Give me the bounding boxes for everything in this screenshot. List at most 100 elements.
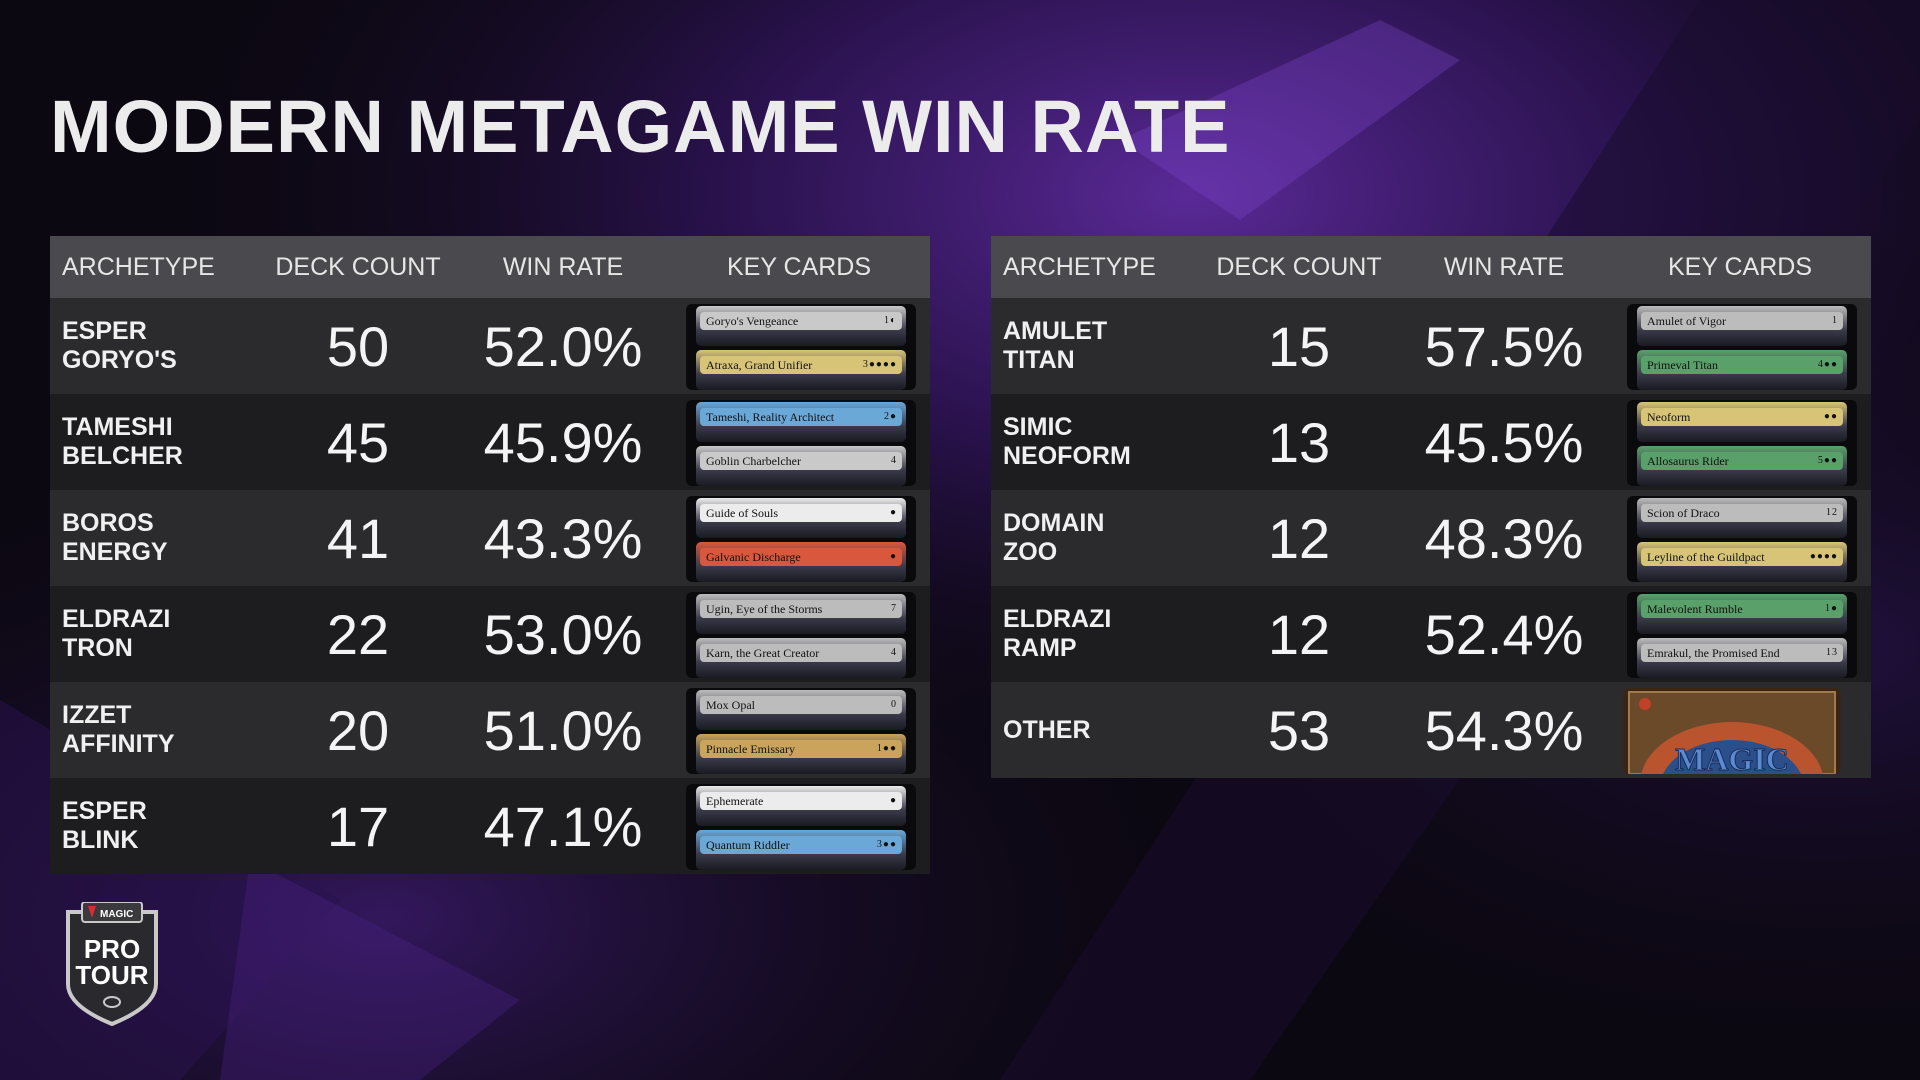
key-card: Guide of Souls ● (696, 498, 906, 538)
key-card: Allosaurus Rider 5●● (1637, 446, 1847, 486)
deck-count-value: 53 (1267, 698, 1331, 762)
mana-cost: 4 (891, 647, 897, 658)
card-name: Goryo's Vengeance (706, 314, 799, 328)
archetype-name-line1: OTHER (1003, 715, 1091, 744)
deck-count-value: 15 (1267, 314, 1331, 378)
win-rate-value: 57.5% (1424, 314, 1584, 378)
archetype-name-line2: BELCHER (62, 442, 183, 470)
table-row: SIMIC NEOFORM 13 45.5% Neoform ●● Allosaurus R… (991, 394, 1871, 490)
magic-card-back-image: MAGIC (1623, 688, 1841, 774)
card-name: Tameshi, Reality Architect (706, 410, 835, 424)
card-name: Quantum Riddler (706, 838, 790, 852)
archetype-name-line2: TRON (62, 634, 133, 662)
card-name-bar: Goryo's Vengeance 1◐ (700, 312, 902, 330)
key-cards-cell: Goryo's Vengeance 1◐ Atraxa, Grand Unifier… (668, 298, 930, 394)
card-name: Malevolent Rumble (1647, 602, 1743, 616)
card-name: Ugin, Eye of the Storms (706, 602, 823, 616)
archetype-name-line2: AFFINITY (62, 730, 175, 758)
win-rate-value: 43.3% (483, 506, 643, 570)
deck-count-value: 45 (326, 410, 390, 474)
key-cards-cell: MAGIC (1609, 682, 1871, 778)
archetype-name: AMULET TITAN (1003, 317, 1183, 375)
archetype-name-line1: ELDRAZI (1003, 605, 1112, 633)
archetype-name: ESPER BLINK (62, 797, 242, 855)
win-rate-value: 53.0% (483, 602, 643, 666)
key-cards-cell: Mox Opal 0 Pinnacle Emissary 1●● (668, 682, 930, 778)
card-name: Primeval Titan (1647, 358, 1719, 372)
archetype-cell: SIMIC NEOFORM (991, 413, 1199, 471)
key-card: Primeval Titan 4●● (1637, 350, 1847, 390)
card-name-bar: Galvanic Discharge ● (700, 548, 902, 566)
mana-cost: 1◐ (883, 315, 897, 326)
key-card: Mox Opal 0 (696, 690, 906, 730)
card-name: Neoform (1647, 410, 1691, 424)
archetype-cell: TAMESHI BELCHER (50, 413, 258, 471)
header-win-rate: WIN RATE (502, 252, 624, 281)
archetype-table-right: ARCHETYPE DECK COUNT WIN RATE KEY CARDS … (991, 236, 1871, 778)
logo-line1: PRO (84, 934, 140, 964)
key-card: Atraxa, Grand Unifier 3●●●● (696, 350, 906, 390)
archetype-cell: ESPER BLINK (50, 797, 258, 855)
archetype-table-left: ARCHETYPE DECK COUNT WIN RATE KEY CARDS … (50, 236, 930, 874)
table-row: IZZET AFFINITY 20 51.0% Mox Opal 0 Pinnacle Em… (50, 682, 930, 778)
table-header: ARCHETYPE DECK COUNT WIN RATE KEY CARDS (50, 236, 930, 298)
archetype-name-line2: ZOO (1003, 538, 1058, 566)
card-name-bar: Tameshi, Reality Architect 2● (700, 408, 902, 426)
archetype-name: ELDRAZI TRON (62, 605, 242, 663)
header-key-cards: KEY CARDS (726, 252, 872, 281)
card-name-bar: Ugin, Eye of the Storms 7 (700, 600, 902, 618)
card-name: Scion of Draco (1647, 506, 1720, 520)
card-name-bar: Goblin Charbelcher 4 (700, 452, 902, 470)
archetype-cell: DOMAIN ZOO (991, 509, 1199, 567)
deck-count-value: 12 (1267, 602, 1331, 666)
mana-cost: 1● (1824, 603, 1838, 614)
deck-count-value: 22 (326, 602, 390, 666)
card-name: Amulet of Vigor (1647, 314, 1727, 328)
header-deck-count: DECK COUNT (1216, 252, 1382, 281)
card-name-bar: Quantum Riddler 3●● (700, 836, 902, 854)
card-name: Ephemerate (706, 794, 764, 808)
key-card: Karn, the Great Creator 4 (696, 638, 906, 678)
win-rate-value: 45.9% (483, 410, 643, 474)
deck-count-value: 41 (326, 506, 390, 570)
archetype-name-line2: BLINK (62, 826, 139, 854)
key-card: Leyline of the Guildpact ●●●● (1637, 542, 1847, 582)
mana-cost: 5●● (1817, 455, 1838, 466)
mana-cost: 2● (883, 411, 897, 422)
table-row: BOROS ENERGY 41 43.3% Guide of Souls ● Galvani… (50, 490, 930, 586)
win-rate-value: 52.4% (1424, 602, 1584, 666)
card-stack: Mox Opal 0 Pinnacle Emissary 1●● (686, 688, 916, 774)
key-cards-cell: Amulet of Vigor 1 Primeval Titan 4●● (1609, 298, 1871, 394)
archetype-name: BOROS ENERGY (62, 509, 242, 567)
archetype-name-line2: NEOFORM (1003, 442, 1131, 470)
card-name: Mox Opal (706, 698, 755, 712)
archetype-name-line2: ENERGY (62, 538, 168, 566)
card-name-bar: Mox Opal 0 (700, 696, 902, 714)
pro-tour-shield-icon: MAGIC PRO TOUR (66, 901, 158, 1027)
card-stack: Malevolent Rumble 1● Emrakul, the Promised… (1627, 592, 1857, 678)
key-cards-cell: Scion of Draco 12 Leyline of the Guildpact… (1609, 490, 1871, 586)
table-row: ELDRAZI TRON 22 53.0% Ugin, Eye of the Storm… (50, 586, 930, 682)
archetype-name: DOMAIN ZOO (1003, 509, 1183, 567)
card-name: Guide of Souls (706, 506, 778, 520)
card-name: Goblin Charbelcher (706, 454, 801, 468)
key-card: Scion of Draco 12 (1637, 498, 1847, 538)
key-cards-cell: Malevolent Rumble 1● Emrakul, the Promised… (1609, 586, 1871, 682)
card-stack: Amulet of Vigor 1 Primeval Titan 4●● (1627, 304, 1857, 390)
card-name: Emrakul, the Promised End (1647, 646, 1780, 660)
card-name: Atraxa, Grand Unifier (706, 358, 813, 372)
card-name-bar: Karn, the Great Creator 4 (700, 644, 902, 662)
key-card: Ephemerate ● (696, 786, 906, 826)
archetype-name-line1: DOMAIN (1003, 509, 1105, 537)
table-row: DOMAIN ZOO 12 48.3% Scion of Draco 12 Leyline … (991, 490, 1871, 586)
deck-count-value: 17 (326, 794, 390, 858)
card-name-bar: Scion of Draco 12 (1641, 504, 1843, 522)
card-stack: Scion of Draco 12 Leyline of the Guildpact… (1627, 496, 1857, 582)
win-rate-value: 48.3% (1424, 506, 1584, 570)
header-deck-count: DECK COUNT (275, 252, 441, 281)
card-name-bar: Primeval Titan 4●● (1641, 356, 1843, 374)
archetype-name-line2: RAMP (1003, 634, 1077, 662)
key-card: Neoform ●● (1637, 402, 1847, 442)
card-name-bar: Guide of Souls ● (700, 504, 902, 522)
card-name-bar: Allosaurus Rider 5●● (1641, 452, 1843, 470)
